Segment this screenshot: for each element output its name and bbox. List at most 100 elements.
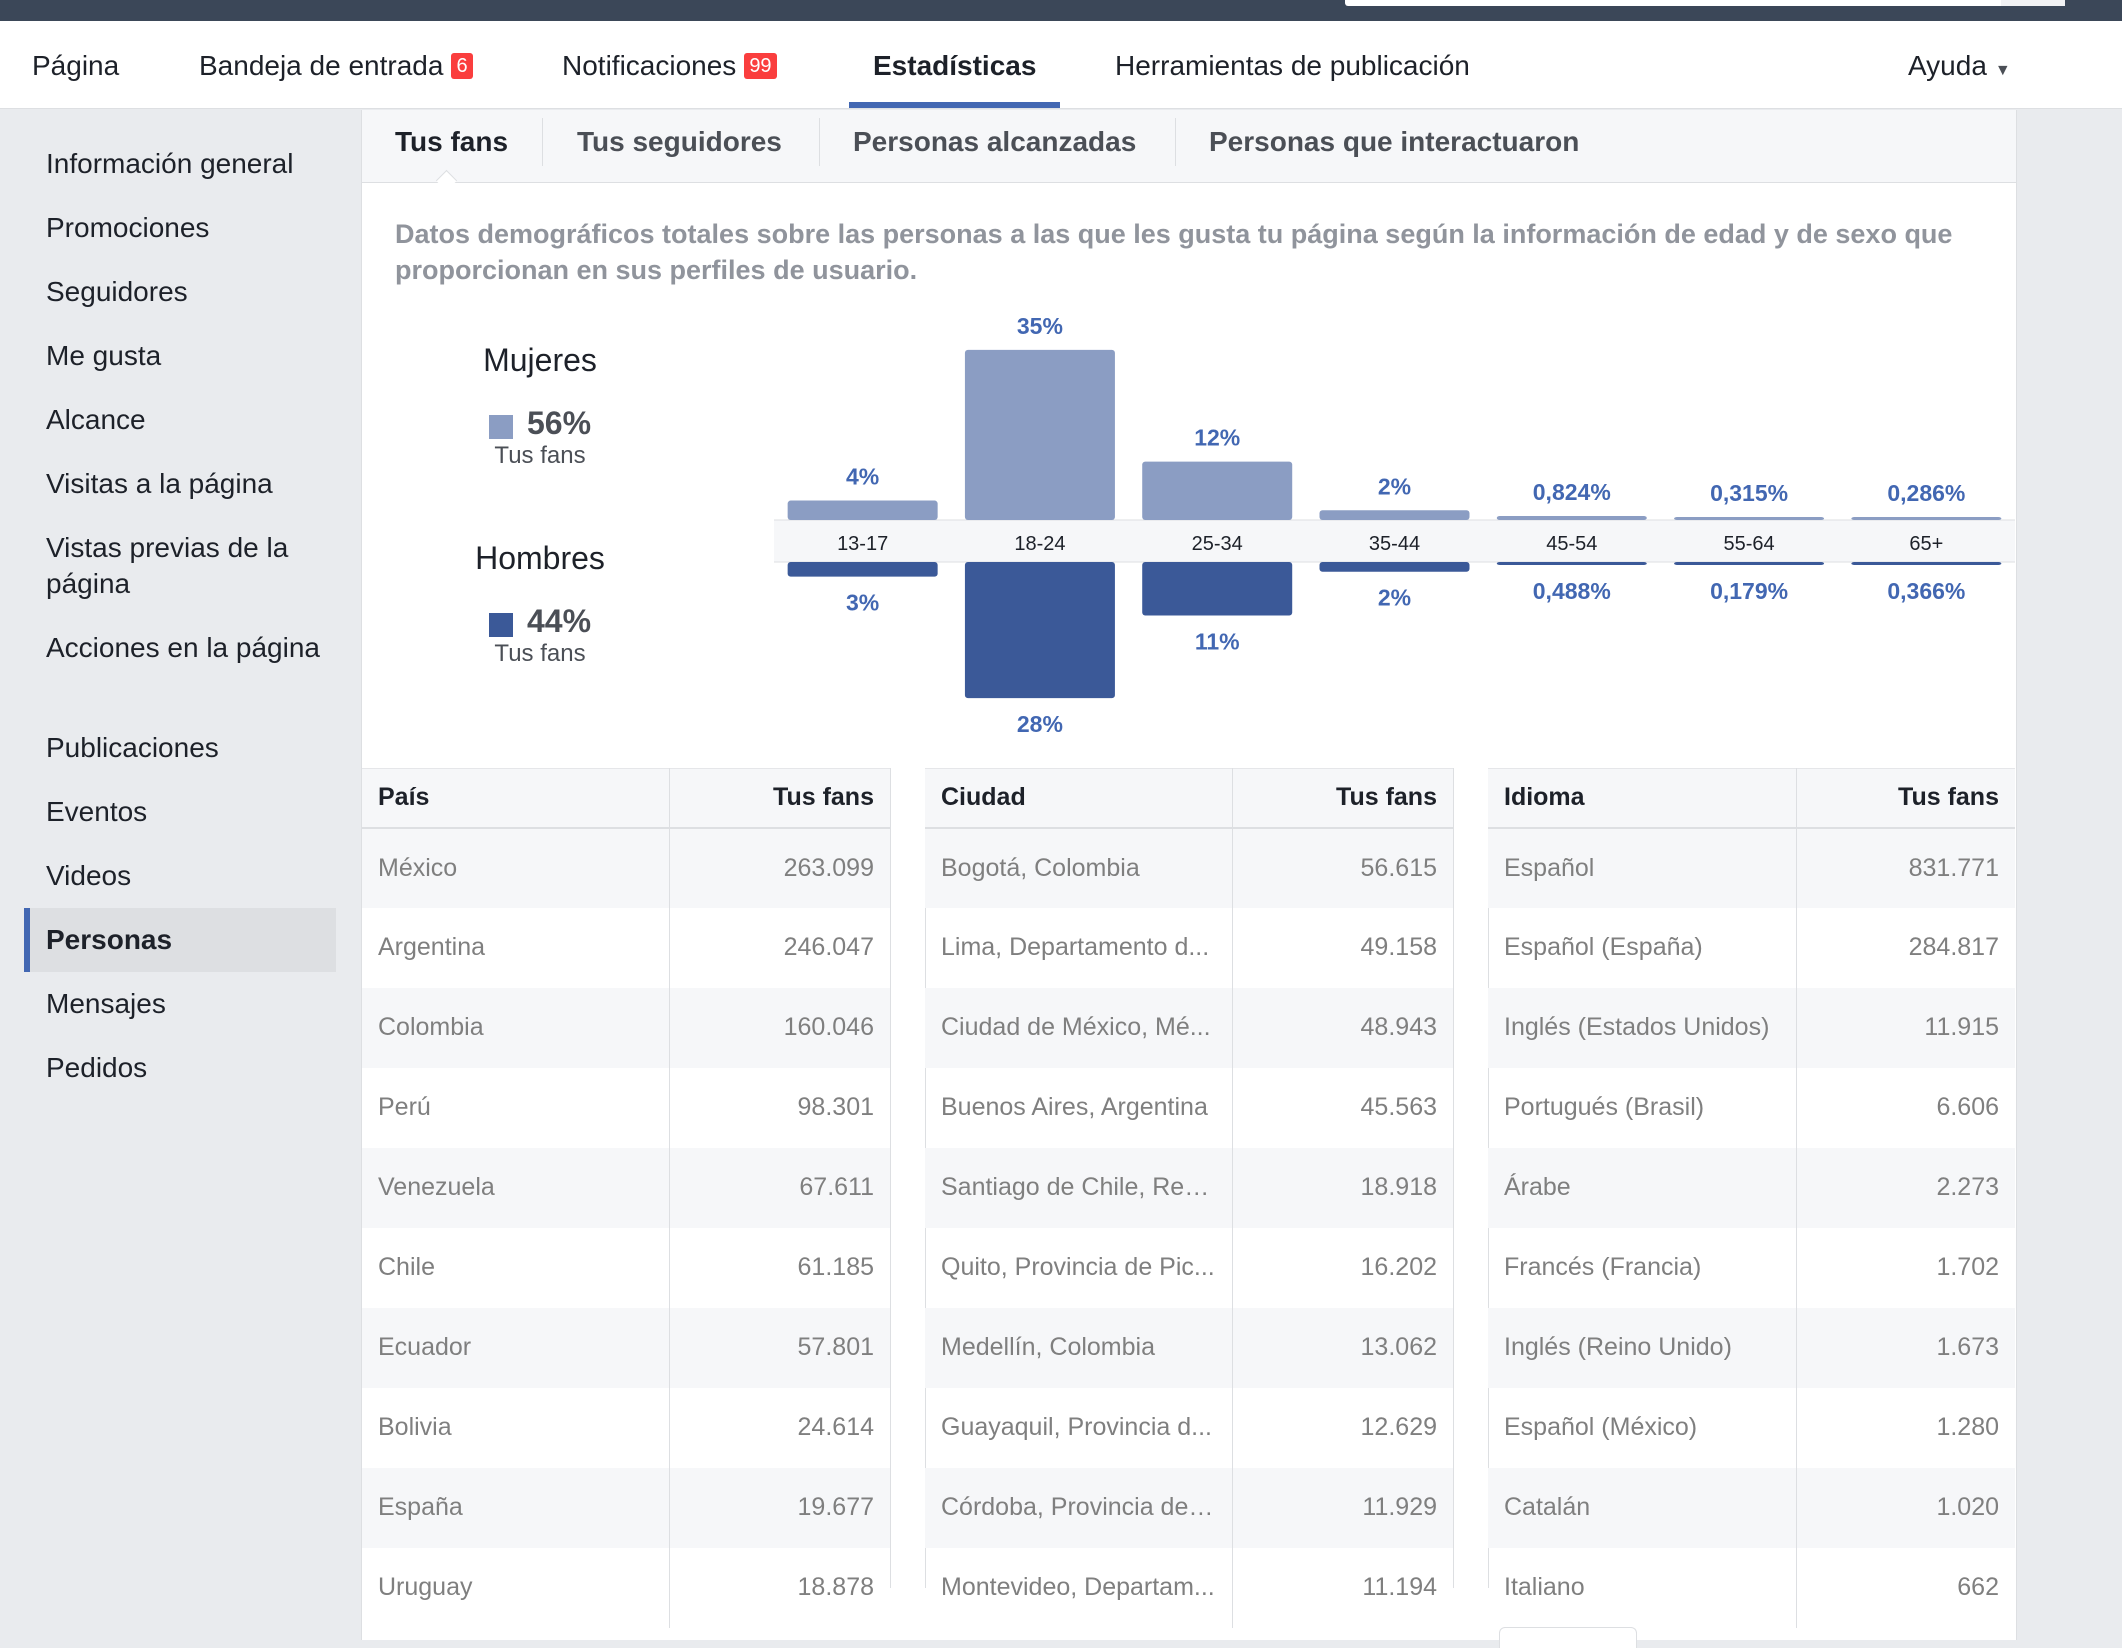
city-fans-cell: 13.062: [1232, 1307, 1453, 1388]
bar-women: [1142, 461, 1293, 520]
bar-men: [964, 562, 1115, 699]
bar-men: [1142, 562, 1293, 616]
subtab-label: Tus fans: [395, 126, 509, 157]
sidebar-item-label: Videos: [46, 860, 132, 891]
data-label-men: 28%: [1017, 711, 1063, 737]
language-header[interactable]: Idioma: [1488, 768, 1797, 829]
language-fans-cell: 662: [1957, 1573, 1999, 1601]
nav-help-menu[interactable]: Ayuda ▼: [1908, 21, 2011, 108]
country-name-cell: Chile: [362, 1227, 670, 1308]
nav-tab-inbox[interactable]: Bandeja de entrada 6: [199, 21, 473, 108]
nav-tab-publishing-tools[interactable]: Herramientas de publicación: [1115, 21, 1470, 108]
table-row: Español (México) 1.280: [1488, 1387, 2015, 1468]
language-name-cell: Portugués (Brasil): [1488, 1067, 1797, 1148]
table-row: Buenos Aires, Argentina 45.563: [925, 1067, 1453, 1148]
city-name-cell: Medellín, Colombia: [925, 1307, 1233, 1388]
table-row: Inglés (Estados Unidos) 11.915: [1488, 987, 2015, 1068]
legend-women: Mujeres 56% Tus fans: [445, 342, 635, 470]
table-row: Español 831.771: [1488, 827, 2015, 908]
country-fans-cell: 246.047: [783, 933, 874, 961]
table-row: Bolivia 24.614: [362, 1387, 890, 1468]
sidebar-item-posts[interactable]: Publicaciones: [24, 730, 336, 766]
sidebar-item-label: Mensajes: [46, 988, 166, 1019]
subtab-label: Personas que interactuaron: [1209, 126, 1580, 157]
data-label-women: 35%: [1017, 313, 1063, 339]
table-row: Quito, Provincia de Pic... 16.202: [925, 1227, 1453, 1308]
subtab-people-engaged[interactable]: Personas que interactuaron: [1209, 110, 1579, 182]
sidebar-item-messages[interactable]: Mensajes: [24, 986, 336, 1022]
nav-tab-pagina[interactable]: Página: [32, 21, 119, 108]
country-fans-cell: 98.301: [797, 1093, 874, 1121]
search-bar[interactable]: [1345, 0, 2065, 6]
country-name-cell: Perú: [362, 1067, 670, 1148]
city-name-cell: Santiago de Chile, Reg...: [925, 1147, 1233, 1228]
country-name-cell: Ecuador: [362, 1307, 670, 1388]
table-row: Montevideo, Departam... 11.194: [925, 1547, 1453, 1628]
legend-men-swatch: [488, 612, 513, 637]
city-fans-cell: 45.563: [1360, 1093, 1437, 1121]
nav-tab-label: Ayuda: [1908, 50, 1987, 81]
legend-men-sub: Tus fans: [494, 640, 586, 667]
search-button[interactable]: [2001, 0, 2065, 6]
sidebar-item-label: Información general: [46, 148, 294, 179]
legend-women-swatch: [488, 414, 513, 439]
notifications-count-badge: 99: [744, 52, 777, 79]
data-label-men: 0,488%: [1533, 578, 1611, 604]
country-fans-cell: 160.046: [669, 987, 890, 1068]
language-fans-cell: 6.606: [1936, 1093, 1999, 1121]
table-row: Venezuela 67.611: [362, 1147, 890, 1228]
country-fans-header[interactable]: Tus fans: [669, 768, 890, 829]
legend-women-pct: 56%: [526, 405, 592, 441]
subtab-your-fans[interactable]: Tus fans: [395, 110, 508, 182]
bar-women: [1674, 517, 1825, 520]
age-axis-band: [774, 520, 2015, 562]
city-name-cell: Quito, Provincia de Pic...: [925, 1227, 1233, 1308]
city-name-cell: Guayaquil, Provincia d...: [925, 1387, 1233, 1468]
active-tab-underline: [849, 102, 1060, 108]
data-label-women: 0,315%: [1710, 480, 1788, 506]
table-row: Uruguay 18.878: [362, 1547, 890, 1628]
data-label-men: 0,179%: [1710, 578, 1788, 604]
bar-women: [1851, 517, 2002, 520]
nav-tab-label: Estadísticas: [873, 50, 1037, 81]
bar-men: [1674, 562, 1825, 565]
sidebar-item-orders[interactable]: Pedidos: [24, 1050, 336, 1086]
country-name-cell: Venezuela: [362, 1147, 670, 1228]
subtab-people-reached[interactable]: Personas alcanzadas: [853, 110, 1136, 182]
see-more-tab[interactable]: [1499, 1627, 1637, 1648]
language-fans-cell: 1.020: [1796, 1467, 2015, 1548]
table-row: Chile 61.185: [362, 1227, 890, 1308]
subtab-your-followers[interactable]: Tus seguidores: [577, 110, 782, 182]
sidebar-item-reach[interactable]: Alcance: [24, 402, 336, 438]
table-row: Árabe 2.273: [1488, 1147, 2015, 1228]
sidebar-item-promotions[interactable]: Promociones: [24, 210, 336, 246]
city-header[interactable]: Ciudad: [925, 768, 1233, 829]
people-subtabs: Tus fans Tus seguidores Personas alcanza…: [362, 110, 2016, 192]
table-row: Colombia 160.046: [362, 987, 890, 1068]
subtab-label: Tus seguidores: [577, 126, 782, 157]
country-header[interactable]: País: [362, 768, 670, 829]
sidebar-item-page-views[interactable]: Visitas a la página: [24, 466, 336, 502]
language-fans-header[interactable]: Tus fans: [1796, 768, 2015, 829]
sidebar-item-likes[interactable]: Me gusta: [24, 338, 336, 374]
city-fans-header[interactable]: Tus fans: [1232, 768, 1453, 829]
browser-top-strip: [0, 0, 2122, 21]
sidebar-item-followers[interactable]: Seguidores: [24, 274, 336, 310]
nav-tab-label: Bandeja de entrada: [199, 50, 444, 81]
sidebar-item-page-previews[interactable]: Vistas previas de la página: [24, 530, 336, 602]
legend-men-pct: 44%: [526, 603, 592, 639]
sidebar-item-events[interactable]: Eventos: [24, 794, 336, 830]
sidebar-item-videos[interactable]: Videos: [24, 858, 336, 894]
language-fans-cell: 284.817: [1908, 933, 1999, 961]
bar-men: [787, 562, 938, 577]
nav-tab-statistics[interactable]: Estadísticas: [873, 21, 1036, 108]
sidebar-item-label: Acciones en la página: [46, 632, 320, 663]
sidebar-item-page-actions[interactable]: Acciones en la página: [24, 630, 336, 666]
data-label-men: 2%: [1378, 585, 1411, 611]
sidebar-item-people[interactable]: Personas: [24, 908, 336, 972]
city-fans-cell: 16.202: [1360, 1253, 1437, 1281]
bar-men: [1496, 562, 1647, 565]
sidebar-item-overview[interactable]: Información general: [24, 146, 336, 182]
nav-tab-notifications[interactable]: Notificaciones 99: [562, 21, 777, 108]
sidebar-item-label: Eventos: [46, 796, 148, 827]
